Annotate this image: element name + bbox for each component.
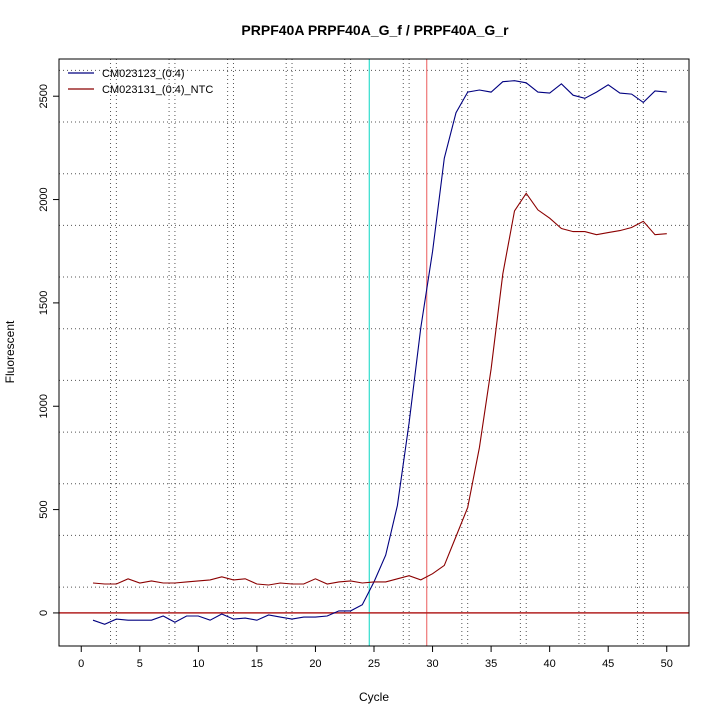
legend-label: CM023131_(0:4)_NTC — [102, 84, 213, 96]
x-tick-label: 20 — [309, 658, 321, 670]
x-axis-label: Cycle — [359, 690, 389, 704]
x-tick-label: 10 — [192, 658, 204, 670]
y-tick-label: 1500 — [38, 291, 50, 315]
vertical-markers — [368, 59, 428, 646]
x-tick-label: 5 — [137, 658, 143, 670]
x-tick-label: 50 — [661, 658, 673, 670]
x-tick-label: 45 — [602, 658, 614, 670]
series-line — [92, 192, 667, 586]
y-tick-label: 500 — [38, 500, 50, 518]
grid — [59, 59, 689, 646]
y-axis: 0 500 1000 1500 2000 2500 — [38, 84, 60, 616]
y-tick-label: 2500 — [38, 84, 50, 108]
x-tick-label: 35 — [485, 658, 497, 670]
y-axis-label: Fluorescent — [3, 320, 17, 383]
plot-area — [58, 58, 690, 647]
y-tick-label: 1000 — [38, 394, 50, 418]
x-tick-label: 25 — [368, 658, 380, 670]
chart-title: PRPF40A PRPF40A_G_f / PRPF40A_G_r — [241, 22, 509, 38]
y-tick-label: 2000 — [38, 187, 50, 211]
legend: CM023123_(0:4) CM023131_(0:4)_NTC — [68, 68, 213, 96]
legend-label: CM023123_(0:4) — [102, 68, 185, 80]
x-tick-label: 30 — [426, 658, 438, 670]
x-tick-label: 40 — [544, 658, 556, 670]
x-axis: 0 5 10 15 20 25 30 35 40 45 50 — [78, 645, 673, 670]
series-line — [92, 80, 667, 625]
x-tick-label: 15 — [251, 658, 263, 670]
x-tick-label: 0 — [78, 658, 84, 670]
y-tick-label: 0 — [38, 610, 50, 616]
series-lines — [92, 80, 667, 625]
